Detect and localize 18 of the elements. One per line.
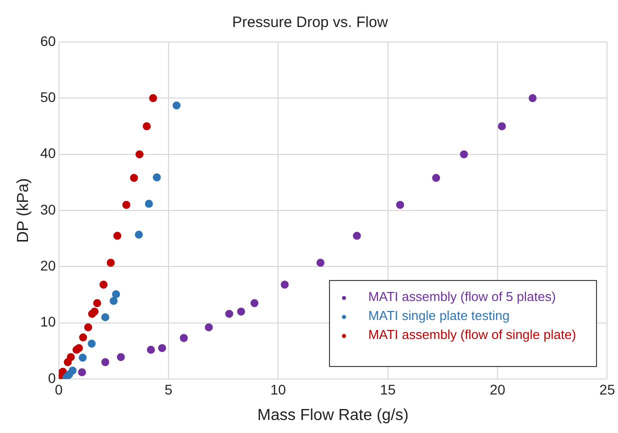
y-axis-title: DP (kPa) bbox=[15, 178, 32, 243]
y-tick-label: 0 bbox=[48, 370, 56, 386]
x-tick-label: 20 bbox=[490, 381, 506, 398]
y-tick-label: 10 bbox=[40, 314, 56, 330]
y-tick-label: 60 bbox=[40, 32, 56, 49]
y-tick-label: 20 bbox=[40, 258, 56, 274]
legend-label: MATI single plate testing bbox=[368, 308, 510, 323]
x-tick-label: 15 bbox=[380, 381, 396, 398]
y-tick-label: 50 bbox=[40, 89, 56, 106]
chart-title: Pressure Drop vs. Flow bbox=[232, 14, 388, 32]
legend-label: MATI assembly (flow of 5 plates) bbox=[368, 289, 556, 304]
y-tick-label: 40 bbox=[40, 145, 56, 162]
x-axis-title: Mass Flow Rate (g/s) bbox=[257, 406, 409, 424]
x-tick-label: 5 bbox=[164, 381, 173, 398]
x-tick-label: 10 bbox=[270, 381, 286, 398]
legend-label: MATI assembly (flow of single plate) bbox=[368, 327, 576, 342]
y-tick-label: 30 bbox=[40, 201, 56, 218]
x-tick-label: 25 bbox=[599, 381, 616, 398]
